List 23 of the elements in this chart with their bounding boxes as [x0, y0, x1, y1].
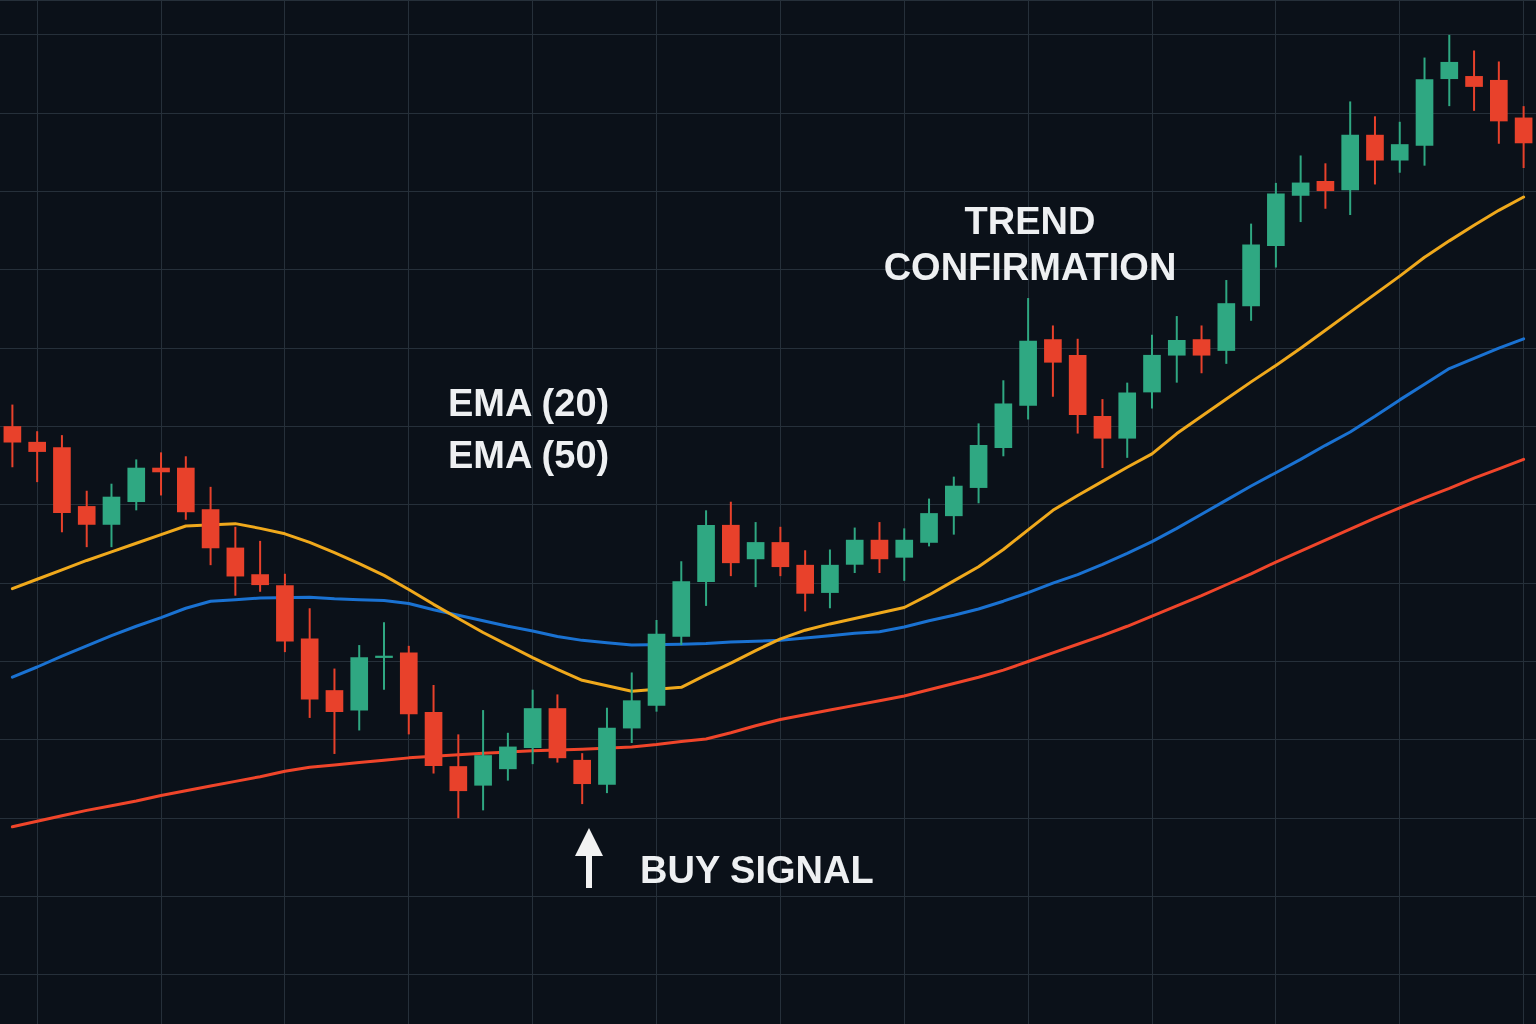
- candlestick: [1192, 324, 1211, 375]
- text: BUY SIGNAL: [640, 848, 874, 893]
- candlestick: [870, 521, 889, 574]
- candlestick: [1440, 33, 1459, 108]
- candlestick: [1390, 120, 1409, 174]
- candlestick: [28, 430, 46, 484]
- annotation: EMA (20): [448, 381, 610, 426]
- candlestick: [325, 667, 344, 755]
- candlestick: [1167, 315, 1186, 384]
- candlestick: [1465, 49, 1483, 112]
- annotation: EMA (50): [448, 433, 610, 478]
- candlestick: [251, 539, 269, 593]
- candlestick: [1291, 154, 1310, 224]
- candlestick: [77, 489, 96, 549]
- candlestick: [895, 527, 914, 582]
- candlestick: [499, 731, 517, 782]
- candlestick: [1044, 324, 1062, 398]
- candlestick: [3, 403, 22, 469]
- candlestick: [375, 621, 393, 691]
- candlestick: [1093, 398, 1112, 470]
- annotation: TREND CONFIRMATION: [882, 199, 1178, 290]
- candlestick: [746, 521, 765, 589]
- candlestick: [1316, 162, 1335, 210]
